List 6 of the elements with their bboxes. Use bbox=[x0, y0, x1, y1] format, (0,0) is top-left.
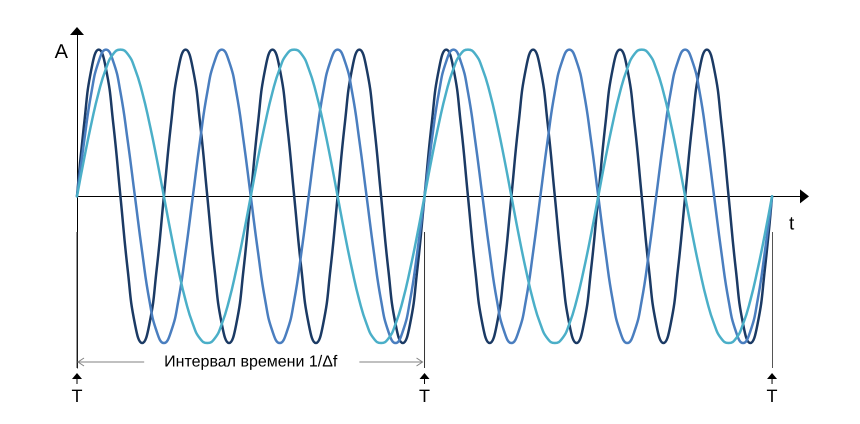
text: Интервал времени 1/Δf bbox=[164, 354, 338, 370]
x-tick-label: T bbox=[766, 386, 778, 406]
x-tick-label: T bbox=[419, 386, 430, 406]
y-axis-title: A bbox=[54, 41, 69, 63]
x-tick-label: T bbox=[72, 386, 82, 406]
x-axis-title: t bbox=[789, 213, 795, 234]
